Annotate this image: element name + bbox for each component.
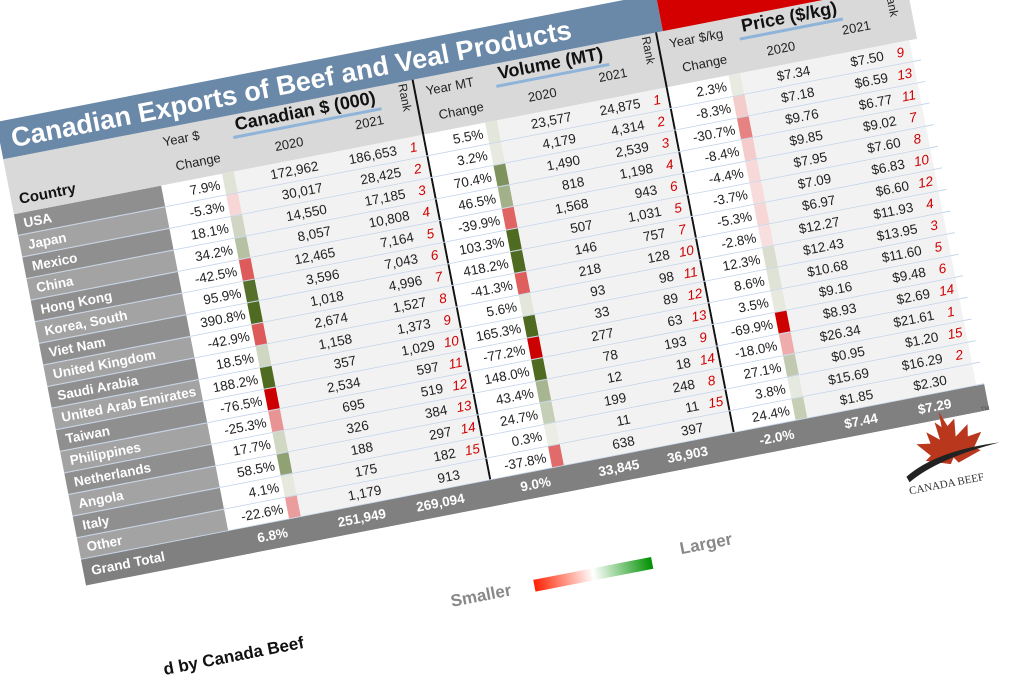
price-rank: 15 (942, 321, 968, 346)
logo-tm: TM (981, 406, 991, 414)
price-rank: 13 (891, 61, 918, 87)
change-header-line1: Year $ (161, 127, 201, 150)
change-header-line2: Change (437, 98, 485, 123)
year-2021-header: 2021 (840, 17, 872, 38)
price-rank: 14 (933, 277, 960, 303)
price-rank: 5 (925, 234, 951, 260)
legend-larger: Larger (678, 529, 734, 559)
legend-gradient (533, 557, 654, 592)
year-2020-header: 2020 (273, 133, 305, 155)
price-rank: 2 (946, 342, 972, 368)
price-rank: 9 (887, 40, 914, 66)
change-header-line2: Change (680, 51, 729, 75)
price-rank: 1 (937, 299, 964, 325)
price-rank: 4 (916, 191, 943, 217)
price-rank: 10 (908, 148, 935, 174)
exports-table: Canadian Exports of Beef and Veal Produc… (0, 0, 1000, 679)
year-2021-header: 2021 (597, 64, 629, 86)
price-rank: 7 (900, 105, 926, 130)
year-2021-header: 2021 (353, 112, 385, 133)
rank-header: Rank (395, 82, 415, 113)
price-rank (950, 364, 977, 390)
logo-text: CANADA BEEF (908, 471, 985, 497)
rank-header: Rank (638, 35, 658, 66)
year-2020-header: 2020 (765, 38, 797, 59)
change-header-line1: Year MT (424, 74, 476, 99)
price-rank: 6 (929, 256, 956, 282)
price-rank: 8 (904, 126, 930, 152)
price-rank: 11 (895, 83, 922, 109)
credit-text: d by Canada Beef (161, 633, 306, 679)
change-header-line1: Year $/kg (667, 25, 725, 51)
year-2020-header: 2020 (526, 84, 558, 105)
legend-smaller: Smaller (449, 580, 513, 611)
price-rank: 3 (921, 213, 947, 238)
price-rank: 12 (912, 169, 939, 195)
rank-header: Rank (882, 0, 902, 18)
change-header-line2: Change (174, 149, 222, 174)
